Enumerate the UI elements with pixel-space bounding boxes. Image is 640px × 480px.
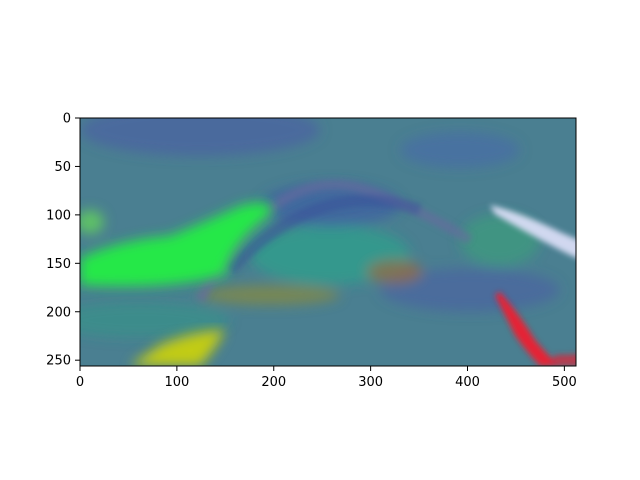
y-tick-label: 0 xyxy=(63,112,71,127)
x-axis: 0 100 200 300 400 500 xyxy=(76,366,577,390)
red-streak xyxy=(548,354,576,366)
y-tick-label: 200 xyxy=(46,305,71,320)
red-streak xyxy=(495,292,560,366)
x-tick-label: 300 xyxy=(358,375,383,390)
y-axis: 0 50 100 150 200 250 xyxy=(46,112,80,369)
violet-patch xyxy=(380,268,560,312)
violet-patch xyxy=(400,132,520,168)
heatmap-image xyxy=(80,118,576,366)
olive-patch xyxy=(367,260,423,284)
x-tick-label: 500 xyxy=(552,375,577,390)
y-tick-label: 150 xyxy=(46,257,71,272)
violet-patch xyxy=(80,118,320,156)
y-tick-label: 250 xyxy=(46,354,71,369)
y-tick-label: 50 xyxy=(54,160,71,175)
y-tick-label: 100 xyxy=(46,208,71,223)
axes-frame xyxy=(79,117,577,367)
green-region xyxy=(80,210,104,234)
yellow-region xyxy=(130,330,225,366)
x-tick-label: 400 xyxy=(455,375,480,390)
green-region xyxy=(80,202,272,287)
teal-patch xyxy=(80,302,230,338)
x-tick-label: 200 xyxy=(261,375,286,390)
x-tick-label: 100 xyxy=(164,375,189,390)
lavender-streak xyxy=(490,205,576,258)
x-tick-label: 0 xyxy=(76,375,84,390)
olive-patch xyxy=(200,285,340,305)
arch-band xyxy=(225,194,422,275)
